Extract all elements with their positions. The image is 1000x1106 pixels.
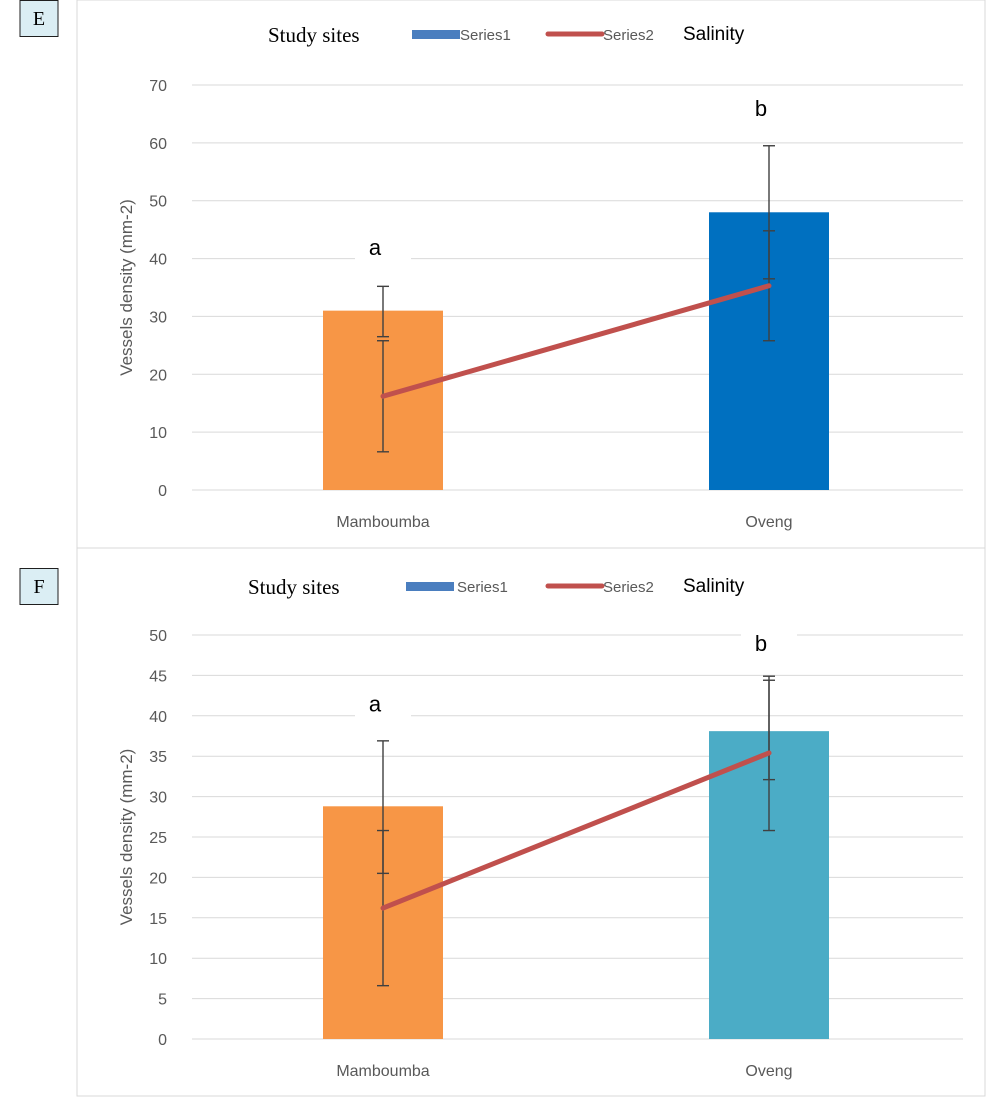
annotation-backing (355, 227, 411, 261)
y-tick-label: 20 (149, 870, 167, 887)
y-tick-label: 25 (149, 830, 167, 847)
y-tick-label: 50 (149, 194, 167, 211)
legend-suffix: Salinity (683, 24, 745, 45)
legend-label-series1: Series1 (457, 579, 508, 596)
y-tick-label: 5 (158, 992, 167, 1009)
chart-panel-e: E 0 10 20 30 40 50 60 70 Vessels density (mm-2) Ma… (20, 0, 985, 548)
y-tick-label: 0 (158, 483, 167, 500)
y-tick-label: 15 (149, 911, 167, 928)
y-tick-label: 30 (149, 309, 167, 326)
legend-suffix: Salinity (683, 576, 745, 597)
annotation-backing (741, 88, 797, 122)
legend-label-series1: Series1 (460, 27, 511, 44)
annotation-backing (741, 623, 797, 657)
y-axis-label: Vessels density (mm-2) (117, 199, 136, 376)
significance-letter: b (755, 96, 767, 121)
legend-swatch-series1 (406, 582, 454, 591)
y-tick-label: 10 (149, 425, 167, 442)
x-tick-label: Oveng (745, 514, 792, 531)
y-tick-label: 40 (149, 252, 167, 269)
panel-label: E (33, 8, 45, 30)
legend-prefix: Study sites (268, 23, 360, 47)
legend-swatch-series1 (412, 30, 460, 39)
y-tick-label: 35 (149, 749, 167, 766)
y-tick-label: 40 (149, 709, 167, 726)
legend-label-series2: Series2 (603, 579, 654, 596)
chart-panel-f: F 0 5 10 15 20 25 30 35 40 45 50 Vessels density (mm… (20, 548, 985, 1096)
significance-letter: a (369, 235, 382, 260)
x-tick-label: Mamboumba (336, 514, 429, 531)
y-axis-label: Vessels density (mm-2) (117, 749, 136, 926)
y-tick-label: 70 (149, 78, 167, 95)
significance-letter: a (369, 692, 382, 717)
annotation-backing (355, 684, 411, 718)
y-tick-label: 45 (149, 668, 167, 685)
legend-label-series2: Series2 (603, 27, 654, 44)
significance-letter: b (755, 631, 767, 656)
chart-frame (77, 0, 985, 548)
y-tick-label: 30 (149, 790, 167, 807)
y-tick-label: 0 (158, 1032, 167, 1049)
chart-frame (77, 548, 985, 1096)
y-tick-label: 20 (149, 367, 167, 384)
y-tick-label: 50 (149, 628, 167, 645)
y-tick-label: 60 (149, 136, 167, 153)
x-tick-label: Mamboumba (336, 1063, 429, 1080)
legend-prefix: Study sites (248, 575, 340, 599)
x-tick-label: Oveng (745, 1063, 792, 1080)
y-tick-label: 10 (149, 951, 167, 968)
panel-label: F (33, 576, 44, 598)
